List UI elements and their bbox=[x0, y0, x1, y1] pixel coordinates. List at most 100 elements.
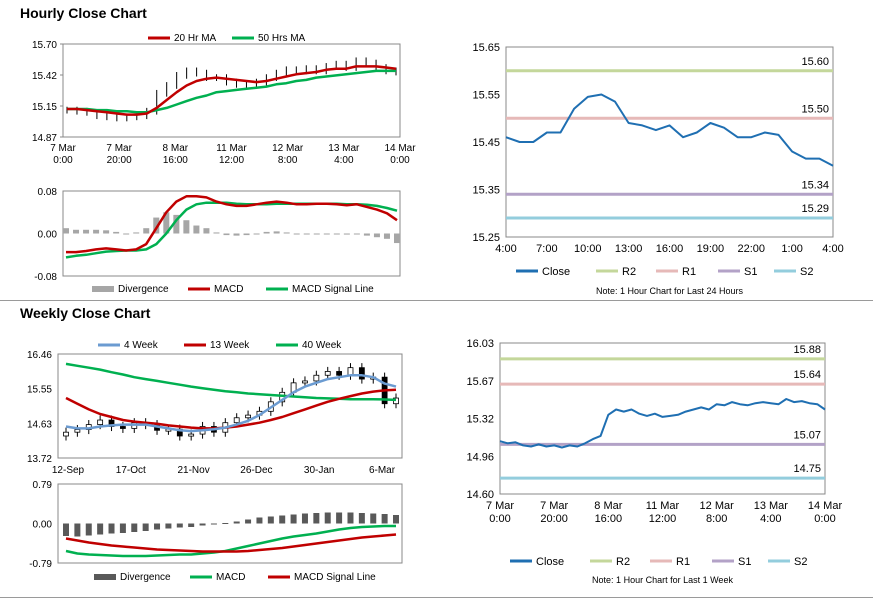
ma4-line bbox=[65, 374, 397, 433]
x-tick-label: 0:00 bbox=[53, 155, 73, 166]
weekly-candle-body bbox=[63, 431, 69, 437]
divergence-bar bbox=[358, 513, 365, 524]
bottom-divider bbox=[0, 597, 873, 598]
close-line bbox=[499, 398, 826, 449]
divergence-bar bbox=[343, 233, 350, 235]
legend-label: MACD bbox=[214, 284, 243, 295]
x-tick-label: 8 Mar bbox=[163, 143, 189, 154]
divergence-bar bbox=[163, 212, 170, 234]
y-tick-label: 16.46 bbox=[27, 350, 52, 361]
legend-label: MACD Signal Line bbox=[294, 572, 376, 583]
divergence-bar bbox=[108, 523, 115, 534]
x-tick-label: 12 Mar bbox=[700, 500, 735, 512]
divergence-bar bbox=[324, 512, 331, 524]
divergence-bar bbox=[193, 225, 200, 234]
divergence-bar bbox=[263, 231, 270, 234]
divergence-bar bbox=[347, 512, 354, 524]
ma50-line bbox=[67, 69, 396, 114]
level-label-s2: 14.75 bbox=[793, 463, 821, 475]
divergence-bar bbox=[103, 230, 110, 234]
x-tick-label: 20:00 bbox=[107, 155, 132, 166]
x-tick-label: 10:00 bbox=[574, 243, 602, 255]
legend-label: MACD Signal Line bbox=[292, 284, 374, 295]
x-tick-label: 19:00 bbox=[697, 243, 725, 255]
divergence-bar bbox=[301, 513, 308, 524]
y-tick-label: 15.55 bbox=[472, 90, 500, 102]
chart-note: Note: 1 Hour Chart for Last 1 Week bbox=[592, 575, 733, 585]
divergence-bar bbox=[279, 515, 286, 524]
divergence-bar bbox=[133, 232, 140, 234]
x-tick-label: 26-Dec bbox=[240, 465, 272, 476]
divergence-bar bbox=[213, 232, 220, 234]
legend-label: S2 bbox=[800, 266, 813, 278]
y-tick-label: 0.00 bbox=[33, 520, 53, 531]
legend-label: MACD bbox=[216, 572, 245, 583]
weekly-candle-body bbox=[324, 371, 331, 376]
y-tick-label: 14.87 bbox=[32, 133, 57, 144]
weekly-section-title: Weekly Close Chart bbox=[20, 305, 151, 321]
x-tick-label: 16:00 bbox=[656, 243, 684, 255]
x-tick-label: 4:00 bbox=[495, 243, 516, 255]
ma13-line bbox=[65, 388, 397, 430]
section-divider bbox=[0, 300, 873, 301]
divergence-bar bbox=[313, 513, 320, 524]
divergence-bar bbox=[336, 512, 343, 524]
level-label-r1: 15.64 bbox=[793, 369, 821, 381]
divergence-bar bbox=[142, 523, 149, 531]
divergence-bar bbox=[113, 231, 120, 234]
y-tick-label: 15.42 bbox=[32, 71, 57, 82]
divergence-bar bbox=[394, 233, 400, 244]
divergence-bar bbox=[97, 523, 104, 535]
divergence-bar bbox=[222, 523, 229, 524]
y-tick-label: 15.65 bbox=[472, 42, 500, 54]
y-tick-label: 0.79 bbox=[33, 480, 53, 491]
divergence-bar bbox=[383, 233, 390, 239]
divergence-bar bbox=[233, 521, 240, 524]
weekly-candle-body bbox=[188, 433, 195, 437]
divergence-bar bbox=[74, 523, 81, 537]
x-tick-label: 4:00 bbox=[822, 243, 843, 255]
divergence-bar bbox=[370, 513, 377, 524]
y-tick-label: -0.08 bbox=[34, 272, 57, 283]
divergence-bar bbox=[283, 232, 290, 234]
weekly-candle-body bbox=[336, 371, 343, 376]
divergence-bar bbox=[154, 523, 161, 530]
weekly-candle-body bbox=[313, 374, 320, 382]
chart-note: Note: 1 Hour Chart for Last 24 Hours bbox=[596, 286, 744, 296]
y-tick-label: 14.63 bbox=[27, 419, 52, 430]
x-tick-label: 16:00 bbox=[163, 155, 188, 166]
x-tick-label: 12:00 bbox=[219, 155, 244, 166]
x-tick-label: 20:00 bbox=[540, 513, 568, 525]
divergence-bar bbox=[313, 233, 320, 235]
divergence-bar bbox=[223, 233, 230, 236]
divergence-bar bbox=[393, 515, 399, 524]
y-tick-label: 15.67 bbox=[466, 376, 494, 388]
divergence-bar bbox=[131, 523, 138, 532]
divergence-bar bbox=[176, 523, 183, 528]
legend-label: Close bbox=[536, 556, 564, 568]
x-tick-label: 14 Mar bbox=[808, 500, 843, 512]
macd-line bbox=[66, 195, 398, 254]
ma40-line bbox=[65, 362, 397, 402]
level-label-s1: 15.07 bbox=[793, 429, 821, 441]
y-tick-label: 0.00 bbox=[38, 230, 58, 241]
y-tick-label: 15.25 bbox=[472, 232, 500, 244]
x-tick-label: 1:00 bbox=[781, 243, 802, 255]
legend-label: Divergence bbox=[120, 572, 171, 583]
x-tick-label: 30-Jan bbox=[304, 465, 335, 476]
divergence-bar bbox=[373, 233, 380, 238]
divergence-bar bbox=[243, 233, 250, 236]
divergence-bar bbox=[83, 229, 90, 234]
x-tick-label: 8 Mar bbox=[594, 500, 622, 512]
divergence-bar bbox=[199, 523, 206, 526]
y-tick-label: 13.72 bbox=[27, 454, 52, 465]
close-line bbox=[505, 93, 834, 167]
x-tick-label: 21-Nov bbox=[177, 465, 209, 476]
y-tick-label: 15.55 bbox=[27, 385, 52, 396]
level-label-r2: 15.88 bbox=[793, 344, 821, 356]
legend-label: R2 bbox=[616, 556, 630, 568]
legend-label: S1 bbox=[738, 556, 751, 568]
x-tick-label: 0:00 bbox=[814, 513, 835, 525]
x-tick-label: 8:00 bbox=[706, 513, 727, 525]
legend-label: 50 Hrs MA bbox=[258, 33, 306, 44]
